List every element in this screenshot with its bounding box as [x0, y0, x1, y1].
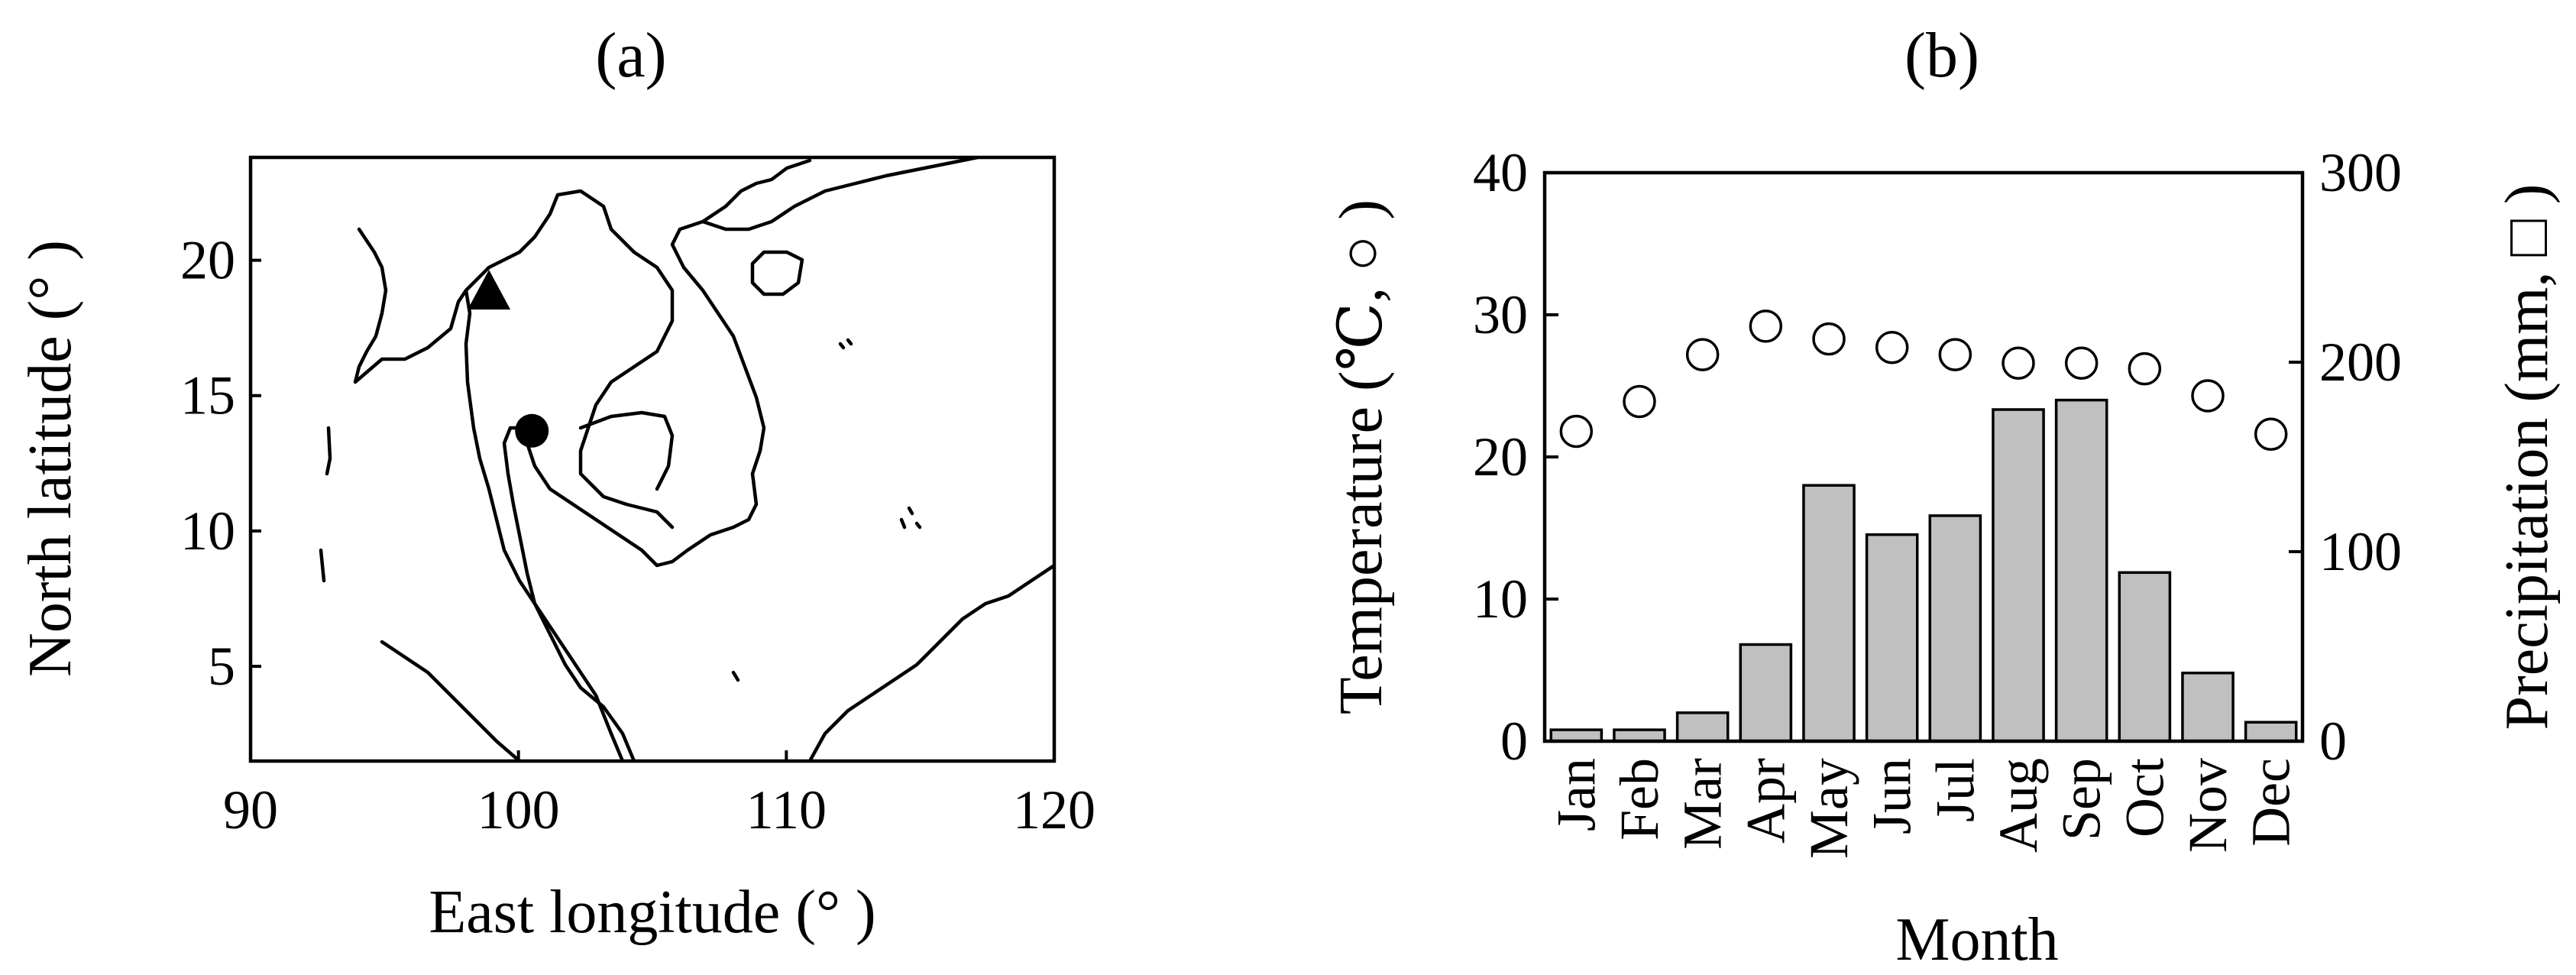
panel-a-label: (a)	[595, 20, 666, 91]
chart-left-tick-label: 0	[1500, 711, 1528, 772]
coastline-indochina-west	[353, 227, 625, 761]
map-ticks: 90 100 110 120 5 10 15 20	[180, 230, 1095, 841]
chart-month-label: Sep	[2051, 758, 2112, 841]
chart-right-tick-label: 0	[2319, 711, 2347, 772]
border-lines	[464, 189, 675, 530]
chart-month-label: May	[1798, 758, 1859, 859]
coastline-layer	[319, 157, 1054, 761]
chart-panel: 0 10 20 30 40 0 100 200 300 Jan Feb Mar Apr May Jun Jul…	[1328, 142, 2561, 973]
map-x-axis-title: East longitude (° )	[429, 879, 875, 946]
temperature-point	[1875, 331, 1909, 364]
chart-left-axis-title: Temperature (℃, ○ )	[1328, 199, 1395, 714]
chart-month-label: Jun	[1862, 758, 1923, 834]
chart-left-tick-label: 20	[1473, 426, 1528, 488]
map-x-tick-label: 120	[1013, 779, 1095, 841]
precipitation-bar	[2181, 671, 2235, 743]
precipitation-bar	[1802, 484, 1856, 743]
temperature-points	[1559, 309, 2288, 451]
chart-right-tick-label: 200	[2319, 332, 2402, 393]
precipitation-bar	[1865, 533, 1919, 743]
chart-month-label: Feb	[1609, 758, 1670, 841]
chart-right-tick-label: 100	[2319, 521, 2402, 582]
map-y-tick-label: 20	[180, 230, 235, 291]
chart-month-label: Dec	[2241, 758, 2302, 847]
precipitation-bar	[1928, 514, 1982, 743]
map-y-tick-label: 15	[180, 365, 235, 426]
precipitation-bars	[1549, 398, 2298, 743]
chart-left-tick-label: 40	[1473, 142, 1528, 203]
map-x-tick-label: 100	[477, 779, 560, 841]
site-circle-marker	[515, 413, 549, 448]
precipitation-bar	[2244, 721, 2298, 743]
coastline-south-china	[701, 157, 980, 232]
map-x-tick-label: 90	[223, 779, 278, 841]
chart-month-label: Oct	[2114, 758, 2175, 837]
chart-month-label: Nov	[2177, 758, 2238, 853]
precipitation-bar	[1739, 643, 1793, 743]
map-frame	[248, 155, 1057, 763]
chart-month-label: Jan	[1545, 758, 1607, 831]
map-y-axis-title: North latitude (° )	[17, 240, 84, 677]
temperature-point	[1685, 338, 1720, 371]
map-markers	[468, 270, 549, 448]
precipitation-bar	[2054, 398, 2108, 743]
temperature-point	[1559, 414, 1594, 449]
chart-right-tick-label: 300	[2319, 142, 2402, 203]
temperature-point	[1812, 322, 1846, 356]
chart-month-label: Jul	[1924, 758, 1985, 822]
chart-left-tick-label: 10	[1473, 568, 1528, 630]
chart-ticks: 0 10 20 30 40 0 100 200 300 Jan Feb Mar Apr May Jun Jul…	[1473, 142, 2402, 859]
temperature-point	[2064, 346, 2099, 380]
site-triangle-marker	[468, 270, 511, 310]
chart-right-axis-title: Precipitation (mm, □ )	[2493, 184, 2561, 730]
temperature-point	[2254, 417, 2288, 451]
chart-frame	[1542, 170, 2305, 743]
temperature-point	[1623, 384, 1656, 419]
precipitation-bar	[1675, 711, 1730, 743]
chart-x-axis-title: Month	[1895, 906, 2058, 973]
temperature-point	[1749, 309, 1783, 343]
chart-left-tick-label: 30	[1473, 284, 1528, 345]
temperature-point	[2002, 346, 2035, 380]
map-panel: 90 100 110 120 5 10 15 20 East longitude (° ) N…	[17, 155, 1095, 946]
islands	[319, 338, 922, 682]
coastline-mekong	[670, 158, 812, 564]
chart-month-label: Apr	[1735, 758, 1796, 844]
temperature-point	[2128, 351, 2162, 386]
panel-b-label: (b)	[1904, 20, 1979, 91]
coastline-hainan	[750, 250, 804, 296]
coastline-sumatra	[380, 640, 522, 761]
temperature-point	[2191, 379, 2225, 413]
map-x-tick-label: 110	[746, 779, 827, 841]
temperature-point	[1938, 338, 1972, 371]
chart-month-label: Mar	[1672, 758, 1733, 850]
map-y-tick-label: 10	[180, 500, 235, 562]
map-y-tick-label: 5	[208, 636, 235, 697]
precipitation-bar	[2118, 571, 2172, 743]
chart-month-label: Aug	[1988, 758, 2049, 853]
precipitation-bar	[1992, 408, 2045, 743]
coastline-borneo	[807, 563, 1054, 761]
coastline-gulf-of-thailand	[502, 426, 675, 761]
